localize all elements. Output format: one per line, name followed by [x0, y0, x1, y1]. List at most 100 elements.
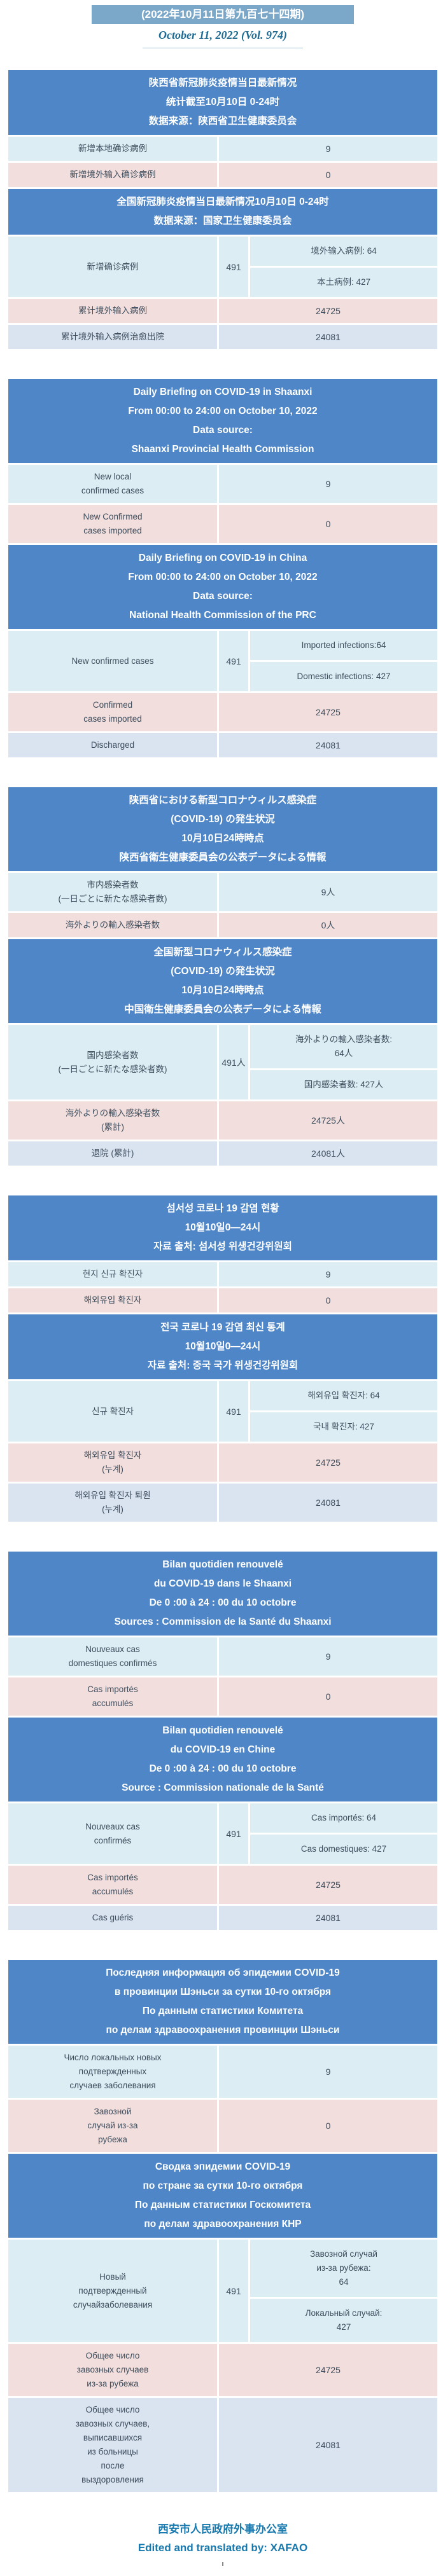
- group-gap: [8, 1522, 437, 1550]
- row-label: Cas guéris: [8, 1906, 217, 1930]
- row-value-total: 491: [219, 2240, 248, 2342]
- row-label: Cas importés accumulés: [8, 1866, 217, 1904]
- section-fr-shaanxi: Bilan quotidien renouvelé du COVID-19 da…: [8, 1552, 437, 1716]
- row-value: 9人: [219, 873, 437, 911]
- data-row: 退院 (累計) 24081人: [8, 1141, 437, 1166]
- sections: 陕西省新冠肺炎疫情当日最新情况 统计截至10月10日 0-24时 数据来源：陕西…: [8, 70, 437, 2492]
- row-sub-value: 国内感染者数: 427人: [250, 1070, 437, 1099]
- data-row: New local confirmed cases 9: [8, 465, 437, 503]
- section-fr-china: Bilan quotidien renouvelé du COVID-19 en…: [8, 1718, 437, 1930]
- group-gap: [8, 1930, 437, 1958]
- row-label: 현지 신규 확진자: [8, 1262, 217, 1286]
- data-row: 해외유입 확진자 퇴원 (누계) 24081: [8, 1484, 437, 1522]
- section-en-china: Daily Briefing on COVID-19 in China From…: [8, 545, 437, 757]
- section-ru-shaanxi: Последняя информация об эпидемии COVID-1…: [8, 1960, 437, 2152]
- row-value-total: 491: [219, 237, 248, 297]
- section-header: Daily Briefing on COVID-19 in Shaanxi Fr…: [8, 379, 437, 463]
- row-label: Confirmed cases imported: [8, 693, 217, 731]
- section-ko-shaanxi: 섬서성 코로나 19 감염 현황 10월10일0—24시 자료 출처: 섬서성 …: [8, 1195, 437, 1312]
- row-sub-values: Cas importés: 64 Cas domestiques: 427: [250, 1803, 437, 1864]
- data-row-split: Новый подтвержденный случайзаболевания 49…: [8, 2240, 437, 2342]
- data-row: 累计境外输入病例 24725: [8, 299, 437, 323]
- bottom-mark: [222, 2562, 223, 2566]
- row-sub-value: Cas domestiques: 427: [250, 1835, 437, 1864]
- footer-credit: Edited and translated by: XAFAO: [137, 2542, 308, 2554]
- data-row: 해외유입 확진자 0: [8, 1288, 437, 1312]
- issue-subtitle: October 11, 2022 (Vol. 974): [158, 29, 287, 41]
- row-value: 9: [219, 2046, 437, 2098]
- row-value: 24725: [219, 693, 437, 731]
- data-row: 해외유입 확진자 (누계) 24725: [8, 1443, 437, 1482]
- row-label: 国内感染者数 (一日ごとに新たな感染者数): [8, 1025, 217, 1099]
- row-value: 0: [219, 2100, 437, 2152]
- data-row: Завозной случай из-за рубежа 0: [8, 2100, 437, 2152]
- row-label: 市内感染者数 (一日ごとに新たな感染者数): [8, 873, 217, 911]
- row-label: Discharged: [8, 733, 217, 757]
- section-header: 全国新冠肺炎疫情当日最新情况10月10日 0-24时 数据来源：国家卫生健康委员…: [8, 189, 437, 235]
- data-row: 新增境外输入确诊病例 0: [8, 163, 437, 187]
- section-header: 섬서성 코로나 19 감염 현황 10월10일0—24시 자료 출처: 섬서성 …: [8, 1195, 437, 1260]
- data-row: Cas importés accumulés 24725: [8, 1866, 437, 1904]
- row-value: 24725: [219, 299, 437, 323]
- row-sub-value: Domestic infections: 427: [250, 662, 437, 691]
- footer: 西安市人民政府外事办公室 Edited and translated by: X…: [8, 2520, 437, 2566]
- section-header: Bilan quotidien renouvelé du COVID-19 da…: [8, 1552, 437, 1636]
- row-label: Число локальных новых подтвержденных слу…: [8, 2046, 217, 2098]
- data-row: 현지 신규 확진자 9: [8, 1262, 437, 1286]
- data-row-split: New confirmed cases 491 Imported infection…: [8, 631, 437, 691]
- row-value: 24081人: [219, 1141, 437, 1166]
- row-sub-value: Cas importés: 64: [250, 1803, 437, 1833]
- section-ja-shaanxi: 陕西省における新型コロナウィルス感染症 (COVID-19) の発生状況 10月…: [8, 787, 437, 937]
- row-value-total: 491: [219, 631, 248, 691]
- row-label: 해외유입 확진자 (누계): [8, 1443, 217, 1482]
- row-sub-values: 해외유입 확진자: 64 국내 확진자: 427: [250, 1381, 437, 1442]
- section-ja-china: 全国新型コロナウィルス感染症 (COVID-19) の発生状況 10月10日24…: [8, 939, 437, 1166]
- data-row: Общее число завозных случаев, выписавших…: [8, 2398, 437, 2492]
- row-sub-values: Imported infections:64 Domestic infection…: [250, 631, 437, 691]
- data-row: 市内感染者数 (一日ごとに新たな感染者数) 9人: [8, 873, 437, 911]
- row-label: New Confirmed cases imported: [8, 505, 217, 543]
- group-gap: [8, 757, 437, 785]
- data-row: 新增本地确诊病例 9: [8, 137, 437, 161]
- row-value: 24081: [219, 2398, 437, 2492]
- data-row-split: Nouveaux cas confirmés 491 Cas importés: 6…: [8, 1803, 437, 1864]
- row-label: 累计境外输入病例: [8, 299, 217, 323]
- row-value: 24081: [219, 1906, 437, 1930]
- row-sub-value: 境外输入病例: 64: [250, 237, 437, 266]
- row-sub-values: 海外よりの輸入感染者数: 64人 国内感染者数: 427人: [250, 1025, 437, 1099]
- row-value: 0: [219, 1677, 437, 1716]
- row-label: Nouveaux cas domestiques confirmés: [8, 1637, 217, 1676]
- data-row: Общее число завозных случаев из-за рубеж…: [8, 2344, 437, 2396]
- row-value: 9: [219, 465, 437, 503]
- section-header: 全国新型コロナウィルス感染症 (COVID-19) の発生状況 10月10日24…: [8, 939, 437, 1023]
- row-label: Nouveaux cas confirmés: [8, 1803, 217, 1864]
- row-label: New local confirmed cases: [8, 465, 217, 503]
- row-label: 退院 (累計): [8, 1141, 217, 1166]
- data-row: Confirmed cases imported 24725: [8, 693, 437, 731]
- row-label: Общее число завозных случаев из-за рубеж…: [8, 2344, 217, 2396]
- row-label: 海外よりの輸入感染者数: [8, 913, 217, 937]
- row-label: 신규 확진자: [8, 1381, 217, 1442]
- row-sub-value: 本土病例: 427: [250, 268, 437, 297]
- section-header: 陕西省新冠肺炎疫情当日最新情况 统计截至10月10日 0-24时 数据来源：陕西…: [8, 70, 437, 135]
- row-value: 24725人: [219, 1101, 437, 1140]
- section-ko-china: 전국 코로나 19 감염 최신 통계 10월10일0—24시 자료 출처: 중국…: [8, 1314, 437, 1522]
- data-row: New Confirmed cases imported 0: [8, 505, 437, 543]
- section-header: Bilan quotidien renouvelé du COVID-19 en…: [8, 1718, 437, 1801]
- row-label: 新增本地确诊病例: [8, 137, 217, 161]
- row-value: 9: [219, 137, 437, 161]
- section-header: 전국 코로나 19 감염 최신 통계 10월10일0—24시 자료 출처: 중국…: [8, 1314, 437, 1379]
- section-header: Сводка эпидемии COVID-19 по стране за су…: [8, 2154, 437, 2238]
- row-label: 해외유입 확진자 퇴원 (누계): [8, 1484, 217, 1522]
- row-value: 0人: [219, 913, 437, 937]
- row-sub-value: 국내 확진자: 427: [250, 1412, 437, 1442]
- row-label: Cas importés accumulés: [8, 1677, 217, 1716]
- data-row: 海外よりの輸入感染者数 0人: [8, 913, 437, 937]
- row-value: 0: [219, 505, 437, 543]
- row-value: 24081: [219, 325, 437, 349]
- row-value: 24081: [219, 1484, 437, 1522]
- group-gap: [8, 349, 437, 377]
- section-header: 陕西省における新型コロナウィルス感染症 (COVID-19) の発生状況 10月…: [8, 787, 437, 871]
- row-sub-values: 境外输入病例: 64 本土病例: 427: [250, 237, 437, 297]
